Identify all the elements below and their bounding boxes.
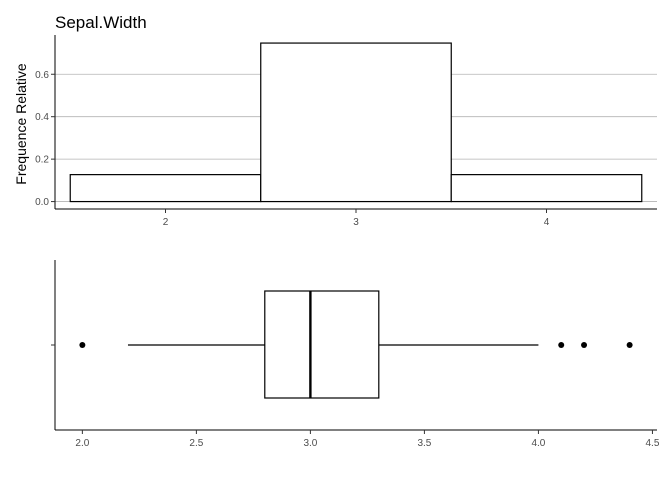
boxplot-panel: 2.0 2.5 3.0 3.5 4.0 4.5 <box>51 260 660 449</box>
chart-title: Sepal.Width <box>55 13 147 32</box>
outlier-point <box>558 342 565 348</box>
x-tick-label: 2 <box>163 217 169 228</box>
box-x-tick-label: 2.0 <box>75 438 89 449</box>
y-tick-label: 0.6 <box>35 70 49 81</box>
iqr-box <box>264 290 380 399</box>
y-tick-label: 0.2 <box>35 155 49 166</box>
box-x-tick-label: 3.0 <box>303 438 317 449</box>
box-x-tick-label: 4.5 <box>645 438 659 449</box>
y-tick-label: 0.4 <box>35 112 49 123</box>
outlier-point <box>581 342 588 348</box>
outlier-point <box>79 342 86 348</box>
histogram-bar <box>260 42 452 203</box>
box-x-tick-label: 4.0 <box>531 438 545 449</box>
histogram-panel: 0.0 0.2 0.4 0.6 2 3 4 <box>35 35 657 228</box>
x-tick-label: 4 <box>544 217 550 228</box>
box-x-tick-label: 3.5 <box>417 438 431 449</box>
y-axis-label: Frequence Relative <box>13 63 29 185</box>
histogram-bar <box>450 174 643 203</box>
outlier-point <box>626 342 633 348</box>
histogram-bar <box>69 174 262 203</box>
box-x-tick-label: 2.5 <box>189 438 203 449</box>
y-tick-label: 0.0 <box>35 197 49 208</box>
x-tick-label: 3 <box>353 217 359 228</box>
